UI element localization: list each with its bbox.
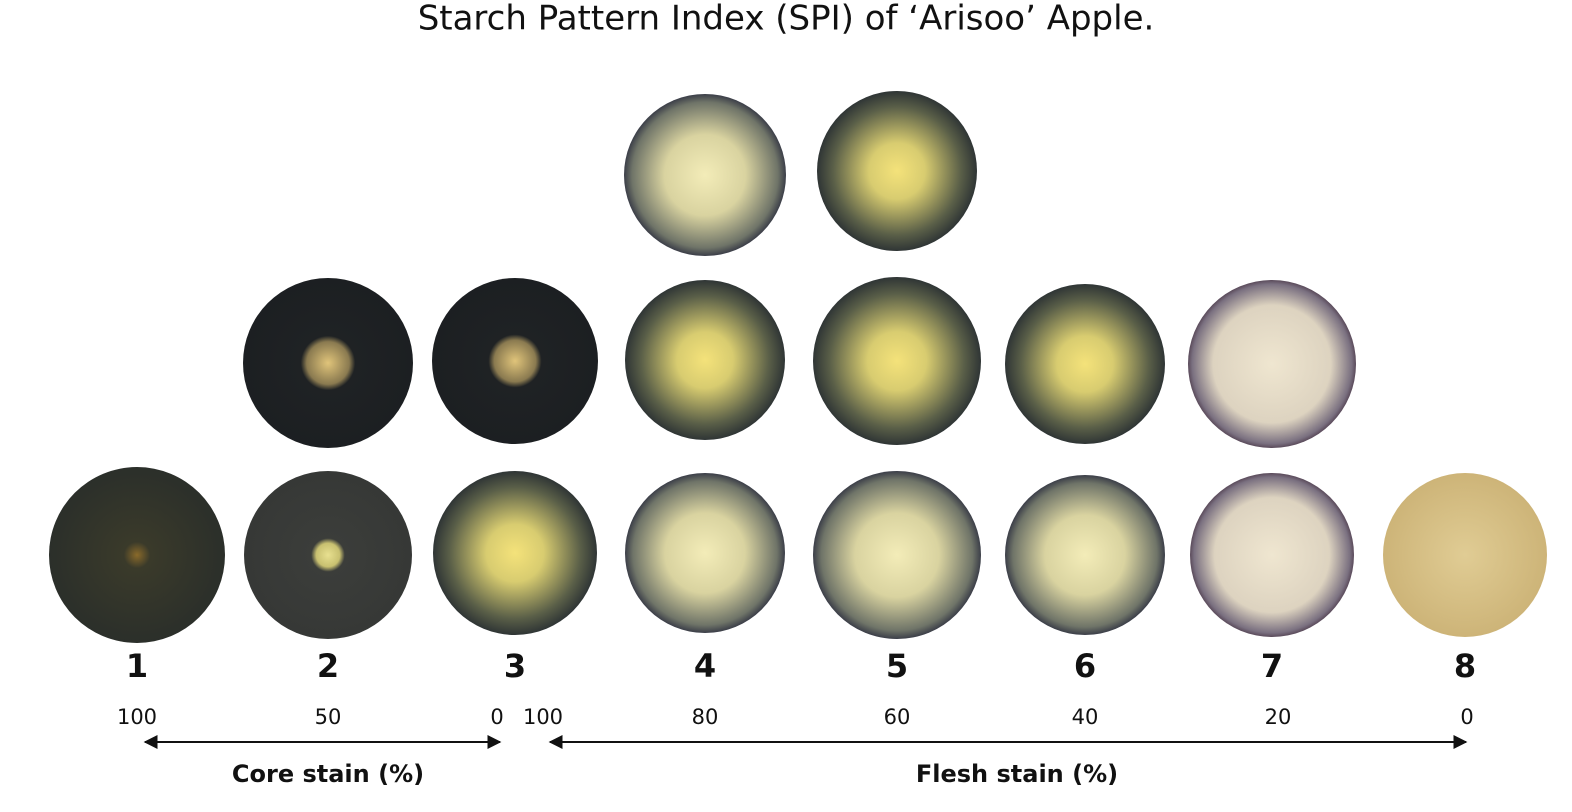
core-tick: 50 — [315, 705, 342, 729]
index-number: 7 — [1261, 647, 1283, 685]
index-number: 3 — [504, 647, 526, 685]
flesh-tick: 40 — [1072, 705, 1099, 729]
index-number: 4 — [694, 647, 716, 685]
index-number: 2 — [317, 647, 339, 685]
flesh-tick: 60 — [884, 705, 911, 729]
flesh-tick: 80 — [692, 705, 719, 729]
index-number: 8 — [1454, 647, 1476, 685]
core-tick: 100 — [117, 705, 157, 729]
flesh-tick: 100 — [523, 705, 563, 729]
core-tick: 0 — [490, 705, 503, 729]
index-number: 5 — [886, 647, 908, 685]
flesh-label: Flesh stain (%) — [916, 760, 1118, 788]
flesh-tick: 0 — [1460, 705, 1473, 729]
core-label: Core stain (%) — [232, 760, 424, 788]
index-number: 6 — [1074, 647, 1096, 685]
apple-photos — [49, 91, 1547, 643]
flesh-tick: 20 — [1265, 705, 1292, 729]
index-number: 1 — [126, 647, 148, 685]
title: Starch Pattern Index (SPI) of ‘Arisoo’ A… — [418, 0, 1155, 39]
